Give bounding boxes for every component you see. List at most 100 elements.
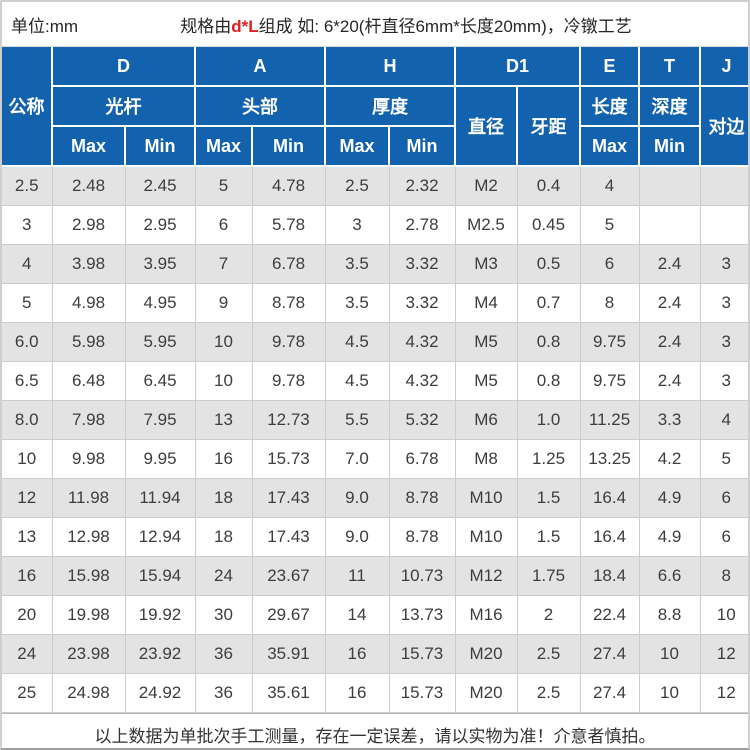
table-cell: 36 — [194, 673, 253, 713]
table-cell: 2.4 — [638, 244, 701, 284]
table-cell: 5.98 — [51, 322, 126, 362]
table-cell: 8.78 — [388, 478, 456, 518]
table-row: 6.0 5.98 5.95 10 9.78 4.5 4.32 M5 0.8 9.75 2.4 3 — [2, 322, 748, 362]
table-cell: 12.73 — [251, 400, 326, 440]
table-row: 5 4.98 4.95 9 8.78 3.5 3.32 M4 0.7 8 2.4 3 — [2, 283, 748, 323]
table-cell: 13.25 — [579, 439, 640, 479]
table-cell: 27.4 — [579, 673, 640, 713]
table-cell: 10 — [194, 361, 253, 401]
header-pitch: 牙距 — [515, 85, 582, 167]
table-cell: 1.0 — [516, 400, 581, 440]
table-cell: 2.45 — [124, 165, 196, 206]
unit-label: 单位:mm — [11, 16, 79, 36]
table-cell: 13 — [194, 400, 253, 440]
table-cell: 11.98 — [51, 478, 126, 518]
table-cell: 6.5 — [2, 361, 53, 401]
table-cell: 2.4 — [638, 322, 701, 362]
table-cell: 3.3 — [638, 400, 701, 440]
table-cell: 15.73 — [388, 634, 456, 674]
table-cell: 17.43 — [251, 517, 326, 557]
header-h-max: Max — [324, 125, 390, 167]
table-cell: 4 — [2, 244, 53, 284]
header-diameter: 直径 — [454, 85, 518, 167]
table-cell: 3 — [2, 205, 53, 245]
table-row: 20 19.98 19.92 30 29.67 14 13.73 M16 2 22.4 8.8 10 — [2, 595, 748, 635]
table-cell: 23.67 — [251, 556, 326, 596]
footer-note-bar: 以上数据为单批次手工测量，存在一定误差，请以实物为准！介意者慎拍。 — [2, 713, 748, 748]
table-cell: M16 — [454, 595, 518, 635]
table-body: 2.5 2.48 2.45 5 4.78 2.5 2.32 M2 0.4 4 3 2.98 2.95 6 5… — [2, 165, 748, 713]
table-cell: 14 — [324, 595, 390, 635]
table-cell: 8 — [579, 283, 640, 323]
table-cell — [699, 205, 748, 245]
table-cell: 15.73 — [251, 439, 326, 479]
table-cell: 9.98 — [51, 439, 126, 479]
table-cell: 4.5 — [324, 361, 390, 401]
table-cell: 6 — [699, 478, 748, 518]
table-cell: 6 — [194, 205, 253, 245]
header-group-d: D — [51, 47, 196, 87]
table-cell: 25 — [2, 673, 53, 713]
table-cell: 3.5 — [324, 283, 390, 323]
table-cell: 15.98 — [51, 556, 126, 596]
table-cell: 8 — [699, 556, 748, 596]
table-cell: M8 — [454, 439, 518, 479]
table-cell: 4.2 — [638, 439, 701, 479]
table-cell: 12.98 — [51, 517, 126, 557]
table-cell: 4 — [699, 400, 748, 440]
table-cell: 2.5 — [324, 165, 390, 206]
table-cell: 2.5 — [516, 634, 581, 674]
table-cell: 8.78 — [251, 283, 326, 323]
table-cell: 3.32 — [388, 244, 456, 284]
header-shank: 光杆 — [52, 85, 196, 127]
table-cell: 0.45 — [516, 205, 581, 245]
table-cell: 18 — [194, 478, 253, 518]
table-cell: 8.8 — [638, 595, 701, 635]
table-cell: 10 — [699, 595, 748, 635]
table-cell: 6.45 — [124, 361, 196, 401]
header-group-e: E — [579, 47, 641, 87]
table-cell: 24.92 — [124, 673, 196, 713]
table-cell: 11.94 — [124, 478, 196, 518]
table-cell: 16 — [324, 673, 390, 713]
table-cell: 3.95 — [124, 244, 196, 284]
spec-note: 规格由d*L组成 如: 6*20(杆直径6mm*长度20mm)，冷镦工艺 — [78, 12, 748, 37]
table-cell: 30 — [194, 595, 253, 635]
table-row: 25 24.98 24.92 36 35.61 16 15.73 M20 2.5 27.4 10 12 — [2, 673, 748, 713]
spec-note-suffix: 组成 如: 6*20(杆直径6mm*长度20mm)，冷镦工艺 — [258, 16, 632, 36]
header-thickness: 厚度 — [324, 85, 456, 127]
table-cell: 7.95 — [124, 400, 196, 440]
table-cell: 2.48 — [51, 165, 126, 206]
table-cell: 5 — [699, 439, 748, 479]
table-cell: 4.32 — [388, 361, 456, 401]
table-cell: 12 — [2, 478, 53, 518]
header-row-names: 光杆 头部 厚度 直径 牙距 长度 深度 对边 — [2, 85, 748, 167]
table-cell: 8.0 — [2, 400, 53, 440]
table-cell: M10 — [454, 478, 518, 518]
table-cell: 20 — [2, 595, 53, 635]
table-cell: 0.8 — [516, 322, 581, 362]
table-cell: 6 — [699, 517, 748, 557]
table-cell: 29.67 — [251, 595, 326, 635]
header-group-j: J — [699, 47, 748, 87]
table-cell: 6.48 — [51, 361, 126, 401]
table-cell: 6 — [579, 244, 640, 284]
table-cell: 15.94 — [124, 556, 196, 596]
table-cell: 3 — [699, 322, 748, 362]
table-cell: 9.75 — [579, 361, 640, 401]
header-d-min: Min — [124, 125, 196, 167]
header-group-h: H — [324, 47, 456, 87]
table-cell: 13 — [2, 517, 53, 557]
table-cell: 11.25 — [579, 400, 640, 440]
table-cell: 10 — [638, 673, 701, 713]
table-cell — [638, 165, 701, 206]
table-cell: M3 — [454, 244, 518, 284]
table-cell: 10 — [194, 322, 253, 362]
header-h-min: Min — [388, 125, 456, 167]
table-cell: 3 — [699, 361, 748, 401]
spec-note-highlight: d*L — [231, 16, 259, 36]
table-cell: 2.4 — [638, 283, 701, 323]
table-cell: 4.95 — [124, 283, 196, 323]
table-cell: 6.6 — [638, 556, 701, 596]
table-row: 10 9.98 9.95 16 15.73 7.0 6.78 M8 1.25 13.25 4.2 5 — [2, 439, 748, 479]
